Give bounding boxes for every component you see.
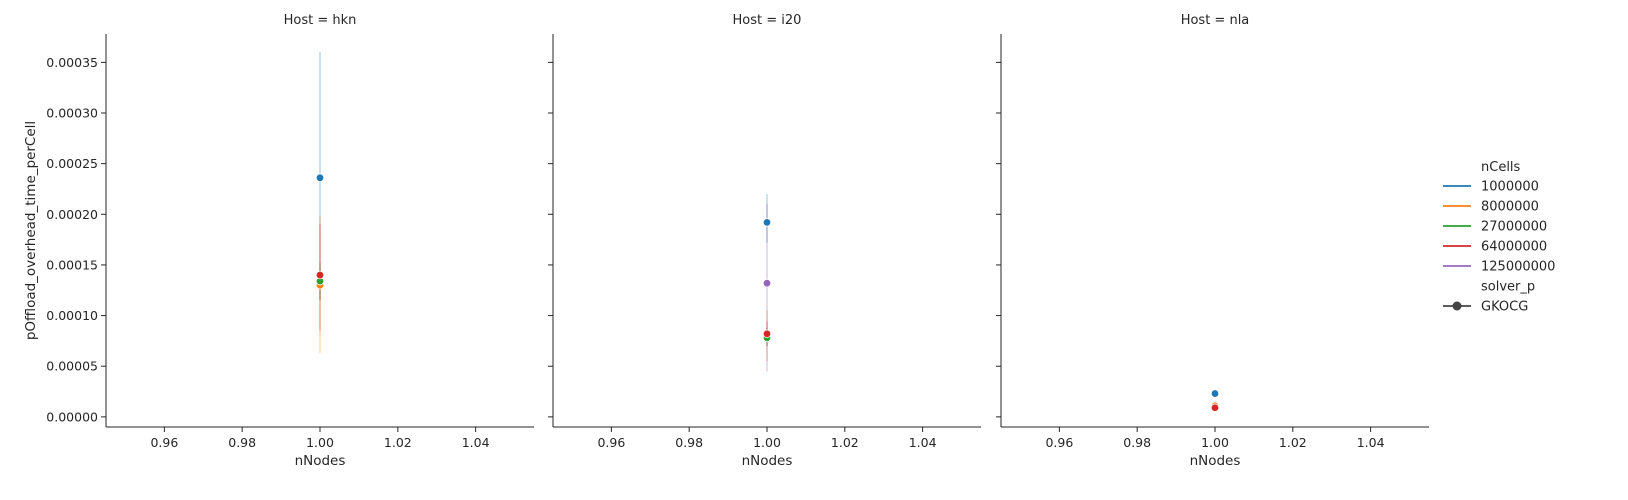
data-point-64000000: [1210, 403, 1220, 412]
y-tick-label: 0.00015: [46, 257, 98, 272]
x-tick-label: 1.04: [909, 435, 937, 450]
data-point-125000000: [762, 278, 772, 288]
legend-style-marker: [1452, 301, 1462, 311]
legend-style-label: GKOCG: [1481, 300, 1528, 315]
x-tick-label: 0.98: [675, 435, 703, 450]
panel-title: Host = i20: [733, 13, 802, 28]
x-tick-label: 0.98: [1123, 435, 1151, 450]
legend-label-125000000: 125000000: [1481, 260, 1555, 275]
data-point-64000000: [315, 270, 325, 280]
legend: nCells 1000000 8000000 27000000 64000000 1250…: [1443, 160, 1555, 315]
x-axis-title: nNodes: [1190, 453, 1241, 469]
x-axis-title: nNodes: [742, 453, 793, 469]
panel-hkn: Host = hkn 0.96 0.98 1.00 1.02 1.04 nNodes 0.00…: [23, 13, 534, 469]
x-tick-label: 1.00: [753, 435, 781, 450]
legend-style-title: solver_p: [1481, 280, 1535, 295]
panel-title: Host = nla: [1181, 13, 1250, 28]
x-tick-label: 1.02: [1279, 435, 1307, 450]
x-tick-label: 1.02: [831, 435, 859, 450]
y-tick-label: 0.00010: [46, 308, 98, 323]
data-point-1000000: [1210, 389, 1220, 398]
y-tick-label: 0.00000: [46, 409, 98, 424]
y-axis-title: pOffload_overhead_time_perCell: [23, 121, 39, 340]
legend-label-8000000: 8000000: [1481, 200, 1539, 215]
x-tick-label: 1.00: [1201, 435, 1229, 450]
data-point-64000000: [762, 329, 772, 339]
x-tick-label: 0.98: [228, 435, 256, 450]
x-axis-title: nNodes: [295, 453, 346, 469]
y-tick-label: 0.00025: [46, 156, 98, 171]
legend-hue-title: nCells: [1481, 160, 1521, 175]
panel-i20: Host = i20 0.96 0.98 1.00 1.02 1.04 nNodes: [548, 13, 981, 469]
x-tick-label: 0.96: [597, 435, 625, 450]
panel-title: Host = hkn: [284, 13, 357, 28]
x-tick-label: 0.96: [150, 435, 178, 450]
panel-nla: Host = nla 0.96 0.98 1.00 1.02 1.04 nNodes: [996, 13, 1429, 469]
data-point-1000000: [315, 173, 325, 183]
x-tick-label: 1.04: [462, 435, 490, 450]
y-tick-label: 0.00020: [46, 207, 98, 222]
x-tick-label: 1.04: [1357, 435, 1385, 450]
x-tick-label: 1.00: [306, 435, 334, 450]
x-tick-label: 0.96: [1045, 435, 1073, 450]
legend-label-64000000: 64000000: [1481, 240, 1547, 255]
y-tick-label: 0.00030: [46, 106, 98, 121]
x-tick-label: 1.02: [384, 435, 412, 450]
y-tick-label: 0.00005: [46, 359, 98, 374]
legend-label-27000000: 27000000: [1481, 220, 1547, 235]
data-point-1000000: [762, 218, 772, 227]
legend-label-1000000: 1000000: [1481, 180, 1539, 195]
y-tick-label: 0.00035: [46, 55, 98, 70]
